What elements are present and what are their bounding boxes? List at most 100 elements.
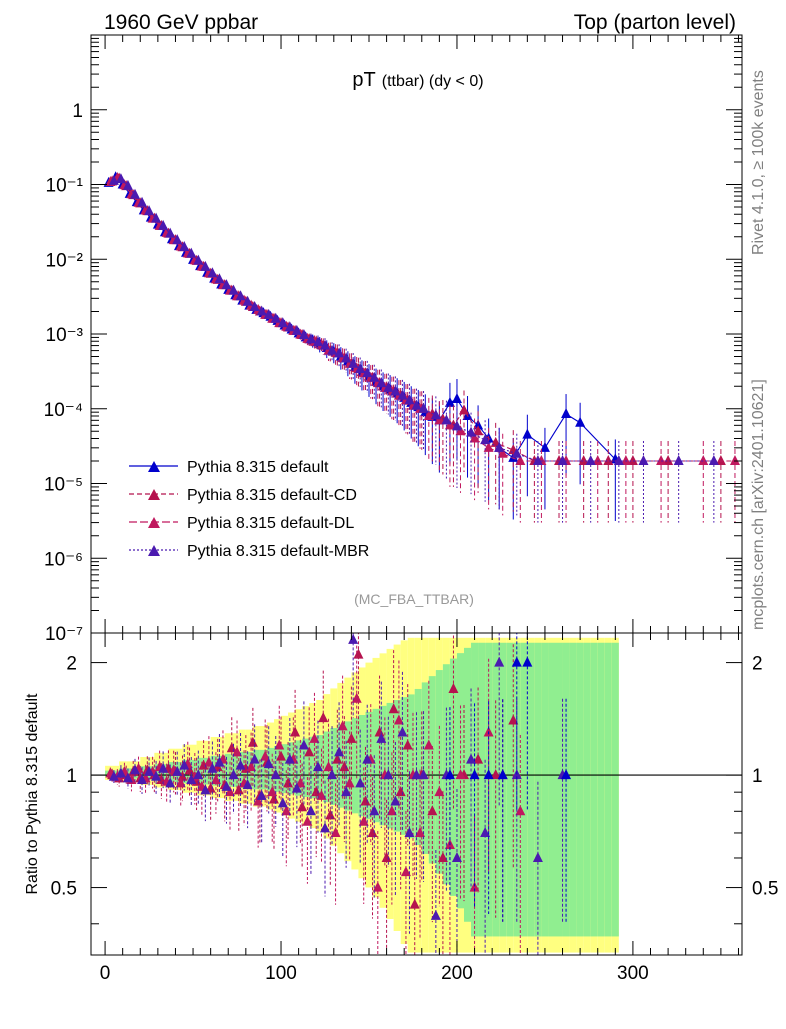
point-mbr bbox=[430, 409, 441, 420]
band-green bbox=[344, 721, 352, 811]
ratio-point-default bbox=[522, 656, 533, 667]
x-tick-label: 0 bbox=[100, 963, 111, 984]
band-green bbox=[337, 724, 345, 808]
ratio-point-dl bbox=[253, 795, 264, 806]
ratio-point-dl bbox=[469, 881, 480, 892]
ratio-point-dl bbox=[175, 777, 186, 788]
ratio-point-mbr bbox=[466, 753, 477, 764]
ratio-point-cd bbox=[233, 784, 244, 795]
ratio-point-dl bbox=[246, 761, 257, 772]
ratio-point-cd bbox=[339, 761, 350, 772]
ratio-point-dl bbox=[351, 692, 362, 703]
band-green bbox=[576, 642, 584, 937]
ratio-point-default bbox=[483, 769, 494, 780]
band-green bbox=[428, 676, 436, 864]
point-mbr bbox=[511, 447, 522, 458]
ratio-point-mbr bbox=[320, 822, 331, 833]
band-green bbox=[541, 642, 549, 937]
band-green bbox=[365, 711, 373, 820]
header-right: Top (parton level) bbox=[574, 11, 736, 34]
ratio-panel-series bbox=[105, 633, 572, 955]
band-green bbox=[464, 647, 472, 922]
point-cd bbox=[663, 454, 674, 465]
point-mbr bbox=[122, 179, 133, 190]
ratio-point-dl bbox=[203, 756, 214, 767]
ratio-point-mbr bbox=[137, 774, 148, 785]
ratio-point-cd bbox=[395, 786, 406, 797]
band-green bbox=[393, 700, 401, 832]
ratio-point-mbr bbox=[451, 851, 462, 862]
band-green bbox=[506, 642, 514, 937]
band-green bbox=[372, 708, 380, 823]
ratio-point-mbr bbox=[355, 777, 366, 788]
legend-label-default: Pythia 8.315 default bbox=[187, 459, 329, 476]
ratio-ylabel: Ratio to Pythia 8.315 default bbox=[24, 693, 41, 895]
point-mbr bbox=[193, 254, 204, 265]
band-green bbox=[492, 642, 500, 937]
point-mbr bbox=[557, 454, 568, 465]
point-dl bbox=[434, 414, 445, 425]
point-mbr bbox=[369, 371, 380, 382]
point-default bbox=[451, 393, 462, 404]
series-line-mbr bbox=[113, 178, 714, 462]
ratio-point-cd bbox=[177, 770, 188, 781]
point-mbr bbox=[673, 454, 684, 465]
plot-title-sub: (ttbar) (dy < 0) bbox=[382, 73, 484, 90]
ratio-point-cd bbox=[409, 898, 420, 909]
legend-marker-dl bbox=[148, 517, 160, 528]
point-mbr bbox=[532, 454, 543, 465]
band-green bbox=[288, 742, 296, 795]
band-green bbox=[386, 702, 394, 829]
rivet-version-label: Rivet 4.1.0, ≥ 100k events bbox=[750, 70, 767, 255]
point-mbr bbox=[397, 389, 408, 400]
point-mbr bbox=[383, 381, 394, 392]
point-mbr bbox=[708, 454, 719, 465]
ratio-y-tick-label-right: 0.5 bbox=[752, 879, 778, 900]
band-green bbox=[231, 753, 239, 787]
point-default bbox=[522, 428, 533, 439]
ratio-y-tick-label-right: 2 bbox=[752, 654, 763, 675]
ratio-point-dl bbox=[309, 732, 320, 743]
point-mbr bbox=[235, 290, 246, 301]
ratio-point-mbr bbox=[129, 764, 140, 775]
ratio-point-mbr bbox=[383, 769, 394, 780]
ratio-y-tick-label: 0.5 bbox=[51, 879, 77, 900]
legend-label-cd: Pythia 8.315 default-CD bbox=[187, 487, 357, 504]
ratio-point-cd bbox=[276, 750, 287, 761]
ratio-point-mbr bbox=[397, 726, 408, 737]
ratio-point-cd bbox=[437, 851, 448, 862]
ratio-point-dl bbox=[210, 774, 221, 785]
point-mbr bbox=[480, 434, 491, 445]
band-green bbox=[611, 642, 619, 937]
point-mbr bbox=[348, 357, 359, 368]
point-default bbox=[575, 416, 586, 427]
point-dl bbox=[469, 432, 480, 443]
ratio-point-cd bbox=[290, 726, 301, 737]
band-green bbox=[351, 718, 359, 814]
point-dl bbox=[515, 454, 526, 465]
band-green bbox=[295, 740, 303, 796]
band-green bbox=[421, 682, 429, 854]
point-cd bbox=[473, 425, 484, 436]
series-line-cd bbox=[111, 177, 721, 462]
legend-marker-cd bbox=[148, 489, 160, 500]
ratio-point-cd bbox=[374, 726, 385, 737]
ratio-point-dl bbox=[337, 720, 348, 731]
ratio-point-mbr bbox=[122, 772, 133, 783]
header-left: 1960 GeV ppbar bbox=[104, 11, 258, 34]
ratio-point-cd bbox=[473, 753, 484, 764]
point-mbr bbox=[355, 363, 366, 374]
legend-label-dl: Pythia 8.315 default-DL bbox=[187, 515, 354, 532]
point-default bbox=[561, 408, 572, 419]
ratio-point-mbr bbox=[404, 826, 415, 837]
ratio-point-mbr bbox=[207, 762, 218, 773]
y-tick-label: 1 bbox=[72, 101, 83, 122]
ratio-point-cd bbox=[346, 732, 357, 743]
band-green bbox=[252, 749, 260, 790]
point-default bbox=[444, 396, 455, 407]
ratio-point-mbr bbox=[115, 767, 126, 778]
point-mbr bbox=[613, 454, 624, 465]
band-green bbox=[555, 642, 563, 937]
point-mbr bbox=[151, 212, 162, 223]
